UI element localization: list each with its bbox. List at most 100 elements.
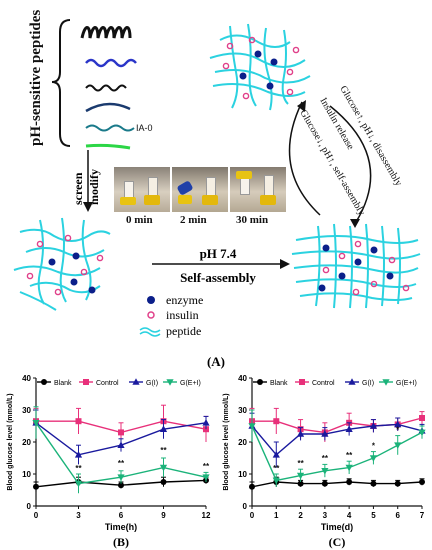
chartc-series-line: [251, 425, 423, 482]
time-label-30: 30 min: [236, 214, 269, 226]
chartb-series-control: [33, 404, 209, 442]
chartc-data-point: [419, 415, 425, 421]
legend-peptide-label: peptide: [166, 324, 201, 338]
screen-arrow-head: [83, 202, 93, 212]
vial-photo-0min: [114, 167, 170, 212]
chartc-data-point: [272, 451, 280, 458]
chartb-panel-label: (B): [113, 535, 129, 549]
chartc-significance: *: [372, 441, 376, 450]
chartb-data-point: [117, 441, 125, 448]
chartb-y-label: Blood glucose level (mmol/L): [7, 393, 14, 490]
chartc-data-point: [346, 479, 353, 485]
chartb-data-point: [74, 451, 83, 458]
vial-photo-2min: [172, 167, 228, 212]
chart-b: 0 3 6 9 12 0 10 20 30 40 Time(h) Blood glucose leve…: [7, 374, 211, 549]
chartb-legend-marker: [41, 379, 47, 385]
chartb-legend-label: G(I): [146, 380, 158, 387]
cycle-arrow-left: [288, 101, 321, 216]
vial-photo-30min: [230, 167, 286, 212]
chartc-x-tick-label: 7: [420, 511, 425, 520]
chartb-data-point: [203, 426, 209, 433]
peptide-tag: IA-0: [136, 123, 153, 133]
chartb-y-tick-label: 10: [22, 470, 31, 479]
chartc-y-tick-label: 40: [238, 374, 247, 383]
chartc-legend-marker: [348, 378, 356, 385]
chartb-series-g-e-i-: [32, 406, 210, 494]
chartc-y-tick-label: 20: [238, 438, 247, 447]
chartc-data-point: [394, 480, 401, 487]
chartc-data-point: [369, 455, 378, 462]
chartc-data-point: [394, 442, 402, 449]
chartb-legend-marker: [132, 378, 140, 385]
chartb-x-tick-label: 12: [202, 511, 211, 520]
chartc-x-tick-label: 0: [250, 511, 255, 520]
chartc-panel-label: (C): [329, 535, 346, 549]
cycle-arrow-left-head: [297, 100, 306, 112]
chartb-significance: **: [203, 462, 210, 471]
chartc-legend-label: G(E+I): [396, 380, 417, 387]
chartc-x-label: Time(d): [321, 522, 353, 532]
chartc-significance: **: [297, 459, 304, 468]
legend-enzyme-swatch: [147, 296, 155, 304]
chartc-data-point: [249, 483, 255, 490]
peptide-wave-blue: [85, 58, 137, 68]
peptides-brace: [51, 19, 71, 147]
chartb-legend-label: Control: [96, 380, 119, 387]
schematic-panel: pH-sensitive peptides IA-0 screen modify: [13, 10, 421, 369]
chartc-data-point: [296, 472, 305, 480]
arrow-label-assembly: Self-assembly: [180, 270, 256, 285]
chartc-data-point: [370, 480, 377, 487]
panel-label-a: (A): [207, 354, 225, 369]
time-label-0: 0 min: [126, 214, 153, 226]
chartc-series-line: [251, 481, 423, 488]
chartc-data-point: [321, 468, 329, 475]
legend-enzyme-label: enzyme: [166, 293, 203, 307]
chartc-data-point: [369, 422, 378, 429]
chartb-data-point: [202, 419, 210, 426]
chartb-data-point: [118, 482, 124, 489]
chartc-data-point: [321, 430, 329, 437]
chartc-legend-marker: [382, 379, 390, 386]
chartc-y-tick-label: 10: [238, 470, 247, 479]
time-label-2: 2 min: [180, 214, 207, 226]
chartb-significance: **: [160, 446, 167, 455]
chartc-significance: *: [396, 425, 400, 434]
modify-label: modify: [87, 169, 101, 205]
legend-peptide-swatch: [139, 327, 161, 337]
cycle-arrow-right: [329, 105, 372, 223]
chartc-x-tick-label: 1: [274, 511, 279, 520]
chartb-data-point: [202, 474, 210, 481]
chartc-y-tick-label: 0: [243, 502, 248, 511]
chartb-series-g-i-: [32, 409, 210, 465]
chartc-legend-marker: [257, 379, 263, 385]
chartb-x-label: Time(h): [105, 522, 137, 532]
chartb-legend-label: Blank: [54, 380, 72, 387]
chartc-x-tick-label: 4: [347, 511, 352, 520]
arrow-label-ph: pH 7.4: [200, 246, 237, 261]
chartb-data-point: [74, 480, 83, 488]
legend-insulin-label: insulin: [166, 308, 199, 322]
chartb-data-point: [75, 418, 82, 425]
chartc-x-tick-label: 6: [395, 511, 400, 520]
chartb-y-tick-label: 0: [27, 502, 32, 511]
chartc-y-tick-label: 30: [238, 406, 247, 415]
peptide-coil-black: [80, 26, 132, 39]
chartc-data-point: [418, 429, 426, 437]
chartb-data-point: [32, 420, 40, 427]
chartc-legend-label: Control: [312, 380, 335, 387]
chartb-significance: **: [75, 464, 82, 473]
chartb-legend-marker: [83, 379, 89, 385]
chartc-legend-label: Blank: [270, 380, 288, 387]
chartc-x-tick-label: 2: [298, 511, 303, 520]
right-network-markers: [318, 240, 410, 296]
chartb-data-point: [159, 464, 168, 472]
top-network-markers: [222, 36, 300, 100]
chartb-x-tick-label: 6: [119, 511, 124, 520]
chartb-y-tick-label: 30: [22, 406, 31, 415]
chartb-data-point: [160, 479, 167, 485]
chartc-significance: **: [273, 464, 280, 473]
chartb-y-tick-label: 40: [22, 374, 31, 383]
chartc-data-point: [345, 425, 353, 432]
right-network: [291, 223, 421, 309]
chartb-x-tick-label: 9: [161, 511, 166, 520]
